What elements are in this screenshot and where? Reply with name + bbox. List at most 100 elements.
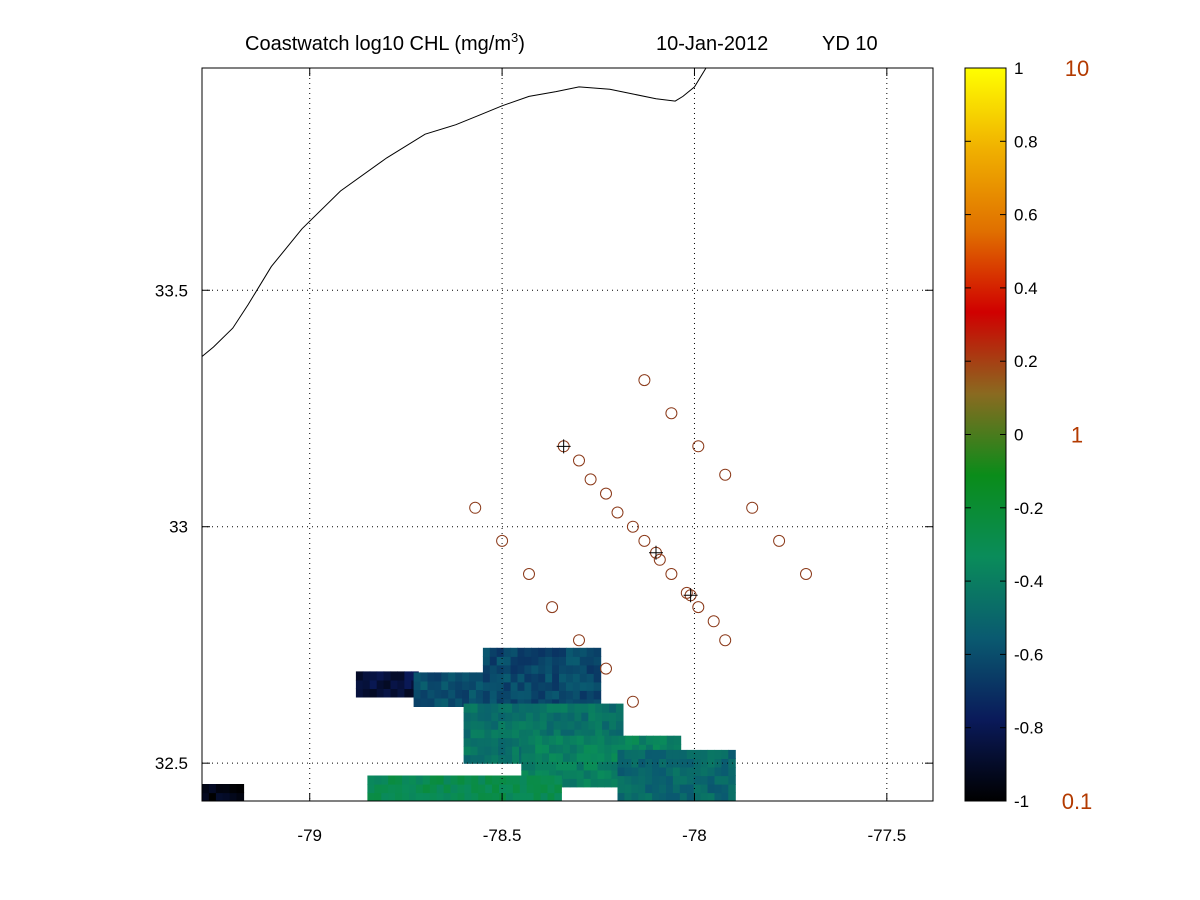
chl-pixel: [539, 729, 548, 739]
chl-pixel: [455, 672, 463, 682]
chl-pixel: [505, 729, 513, 739]
chl-pixel: [631, 775, 639, 785]
chl-pixel: [531, 647, 539, 657]
chl-pixel: [609, 712, 617, 722]
chl-pixel: [579, 656, 588, 666]
chl-pixel: [463, 746, 472, 756]
chl-pixel: [395, 784, 403, 794]
map-date: 10-Jan-2012: [656, 33, 768, 55]
station-marker: [746, 501, 759, 514]
chl-pixel: [590, 744, 599, 754]
chl-pixel: [595, 720, 603, 730]
chl-pixel: [553, 712, 562, 722]
chl-pixel: [409, 775, 417, 785]
chl-pixel: [208, 784, 217, 794]
chl-pixel: [427, 689, 435, 699]
chl-pixel: [693, 775, 702, 785]
chl-pixel: [463, 754, 472, 764]
station-marker: [773, 534, 786, 547]
chl-pixel: [707, 784, 715, 794]
chl-pixel: [645, 749, 653, 759]
coastline-layer: [202, 68, 707, 357]
chl-pixel: [686, 792, 695, 801]
chl-pixel: [464, 784, 472, 794]
chl-pixel: [560, 720, 569, 730]
chl-pixel: [539, 712, 548, 722]
chl-pixel: [566, 647, 574, 657]
chl-pixel: [714, 767, 722, 777]
chl-pixel: [208, 792, 217, 801]
chl-pixel: [547, 775, 555, 785]
chl-pixel: [721, 775, 729, 785]
chl-pixel: [638, 775, 646, 785]
chl-pixel: [617, 792, 625, 801]
chl-pixel: [355, 688, 364, 698]
chl-pixel: [542, 769, 550, 779]
chl-pixel: [517, 673, 525, 683]
chl-pixel: [381, 792, 389, 801]
station-marker: [573, 634, 585, 647]
chl-pixel: [553, 720, 562, 730]
chl-pixel: [567, 729, 575, 739]
chl-pixel: [666, 758, 674, 768]
map-frame: -79 -78.5 -78 -77.5 33.5 33 32.5: [155, 67, 934, 845]
chl-pixel: [215, 784, 224, 794]
chl-pixel: [539, 703, 548, 713]
chl-pixel: [463, 737, 472, 747]
chl-pixel: [707, 775, 715, 785]
chl-pixel: [579, 681, 588, 691]
chl-pixel: [475, 680, 484, 690]
chl-pixel: [367, 784, 375, 794]
chl-pixel: [499, 792, 507, 801]
station-marker: [611, 506, 624, 519]
chl-pixel: [542, 752, 550, 762]
chl-pixel: [721, 767, 729, 777]
chl-pixel: [512, 792, 521, 801]
chl-pixel: [616, 729, 624, 739]
chl-pixel: [609, 729, 617, 739]
chl-pixel: [455, 689, 463, 699]
chl-pixel: [374, 775, 382, 785]
chl-pixel: [567, 703, 575, 713]
chl-pixel: [700, 767, 709, 777]
chl-pixel: [376, 671, 385, 681]
chl-pixel: [362, 679, 371, 689]
chl-pixel: [618, 744, 626, 754]
chl-pixel: [470, 703, 478, 713]
chl-pixel: [222, 784, 231, 794]
chl-pixel: [588, 703, 596, 713]
station-marker: [692, 440, 705, 453]
chl-pixel: [477, 703, 485, 713]
chl-pixel: [533, 784, 542, 794]
chl-pixel: [229, 784, 238, 794]
chl-pixel: [434, 697, 442, 707]
chl-pixel: [499, 784, 507, 794]
chl-pixel: [590, 769, 599, 779]
chl-pixel: [604, 761, 612, 771]
chl-pixel: [477, 746, 485, 756]
chl-pixel: [659, 735, 668, 745]
chl-pixel: [477, 754, 485, 764]
chl-pixel: [503, 673, 512, 683]
chl-pixel: [482, 656, 491, 666]
chl-pixel: [572, 656, 581, 666]
chl-pixel: [624, 792, 632, 801]
chl-pixel: [484, 754, 492, 764]
chl-pixel: [531, 690, 539, 700]
chl-pixel: [572, 664, 581, 674]
chl-pixel: [462, 672, 470, 682]
chl-pixel: [609, 703, 617, 713]
chl-pixel: [471, 775, 479, 785]
chl-pixel: [415, 784, 424, 794]
map-yearday: YD 10: [822, 33, 878, 55]
chl-pixel: [538, 690, 546, 700]
chl-pixel: [532, 712, 541, 722]
chl-pixel: [409, 784, 417, 794]
chl-pixel: [728, 792, 736, 801]
chl-pixel: [616, 720, 624, 730]
chl-pixel: [420, 672, 428, 682]
chl-pixel: [631, 758, 639, 768]
chl-pixel: [604, 735, 612, 745]
chl-pixel: [236, 784, 245, 794]
chl-pixel: [638, 749, 646, 759]
